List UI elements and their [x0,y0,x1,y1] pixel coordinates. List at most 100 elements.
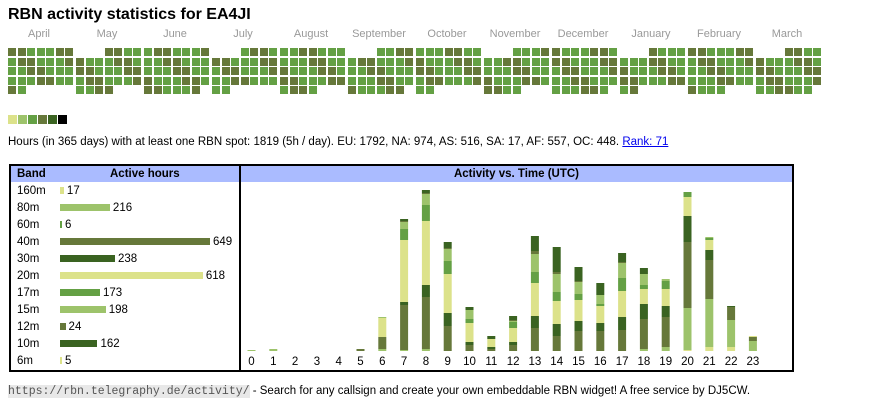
day-cell[interactable] [269,48,277,56]
day-cell[interactable] [299,76,307,85]
day-cell[interactable] [36,48,45,56]
day-cell[interactable] [775,67,783,75]
day-cell[interactable] [357,76,366,85]
day-cell[interactable] [259,76,268,85]
day-cell[interactable] [65,67,73,75]
day-cell[interactable] [590,76,598,85]
day-cell[interactable] [85,76,94,85]
day-cell[interactable] [707,48,715,56]
day-cell[interactable] [172,57,181,66]
day-cell[interactable] [65,57,73,66]
day-cell[interactable] [531,48,540,56]
day-cell[interactable] [55,48,64,56]
day-cell[interactable] [454,67,462,75]
day-cell[interactable] [658,48,666,56]
day-cell[interactable] [212,86,220,94]
day-cell[interactable] [620,57,628,66]
day-cell[interactable] [658,57,666,66]
day-cell[interactable] [386,48,394,56]
day-cell[interactable] [27,57,35,66]
day-cell[interactable] [299,67,307,75]
day-cell[interactable] [697,48,706,56]
day-cell[interactable] [726,57,734,66]
day-cell[interactable] [716,76,725,85]
day-cell[interactable] [191,76,200,85]
day-cell[interactable] [590,57,598,66]
day-cell[interactable] [114,76,122,85]
day-cell[interactable] [123,57,132,66]
day-cell[interactable] [745,57,753,66]
day-cell[interactable] [123,48,132,56]
day-cell[interactable] [269,76,277,85]
day-cell[interactable] [231,67,239,75]
day-cell[interactable] [503,67,511,75]
day-cell[interactable] [803,86,812,94]
day-cell[interactable] [648,57,657,66]
day-cell[interactable] [735,57,744,66]
day-cell[interactable] [386,67,394,75]
day-cell[interactable] [677,67,685,75]
day-cell[interactable] [337,57,345,66]
day-cell[interactable] [716,57,725,66]
day-cell[interactable] [318,48,326,56]
day-cell[interactable] [318,67,326,75]
day-cell[interactable] [794,86,802,94]
day-cell[interactable] [405,67,413,75]
day-cell[interactable] [620,67,628,75]
day-cell[interactable] [357,86,366,94]
day-cell[interactable] [36,67,45,75]
day-cell[interactable] [599,86,608,94]
day-cell[interactable] [357,57,366,66]
day-cell[interactable] [133,76,141,85]
day-cell[interactable] [784,86,793,94]
day-cell[interactable] [444,76,453,85]
day-cell[interactable] [716,86,725,94]
day-cell[interactable] [36,57,45,66]
day-cell[interactable] [667,76,676,85]
day-cell[interactable] [17,48,26,56]
day-cell[interactable] [599,48,608,56]
day-cell[interactable] [688,86,696,94]
day-cell[interactable] [357,67,366,75]
day-cell[interactable] [697,76,706,85]
day-cell[interactable] [765,67,774,75]
day-cell[interactable] [308,57,317,66]
day-cell[interactable] [163,57,171,66]
day-cell[interactable] [425,86,434,94]
day-cell[interactable] [716,48,725,56]
day-cell[interactable] [8,57,16,66]
day-cell[interactable] [416,57,424,66]
day-cell[interactable] [707,76,715,85]
day-cell[interactable] [493,76,502,85]
day-cell[interactable] [463,48,472,56]
day-cell[interactable] [463,57,472,66]
day-cell[interactable] [522,76,530,85]
day-cell[interactable] [114,57,122,66]
day-cell[interactable] [726,67,734,75]
day-cell[interactable] [561,67,570,75]
day-cell[interactable] [473,76,481,85]
day-cell[interactable] [17,76,26,85]
day-cell[interactable] [114,48,122,56]
day-cell[interactable] [444,57,453,66]
day-cell[interactable] [201,76,209,85]
day-cell[interactable] [620,86,628,94]
day-cell[interactable] [395,76,404,85]
day-cell[interactable] [327,76,336,85]
day-cell[interactable] [27,48,35,56]
day-cell[interactable] [688,76,696,85]
day-cell[interactable] [541,67,549,75]
day-cell[interactable] [104,57,113,66]
day-cell[interactable] [76,86,84,94]
day-cell[interactable] [580,48,589,56]
day-cell[interactable] [153,48,162,56]
day-cell[interactable] [144,86,152,94]
day-cell[interactable] [153,86,162,94]
day-cell[interactable] [104,76,113,85]
day-cell[interactable] [348,67,356,75]
day-cell[interactable] [775,76,783,85]
day-cell[interactable] [473,48,481,56]
day-cell[interactable] [454,48,462,56]
day-cell[interactable] [27,67,35,75]
day-cell[interactable] [571,67,579,75]
